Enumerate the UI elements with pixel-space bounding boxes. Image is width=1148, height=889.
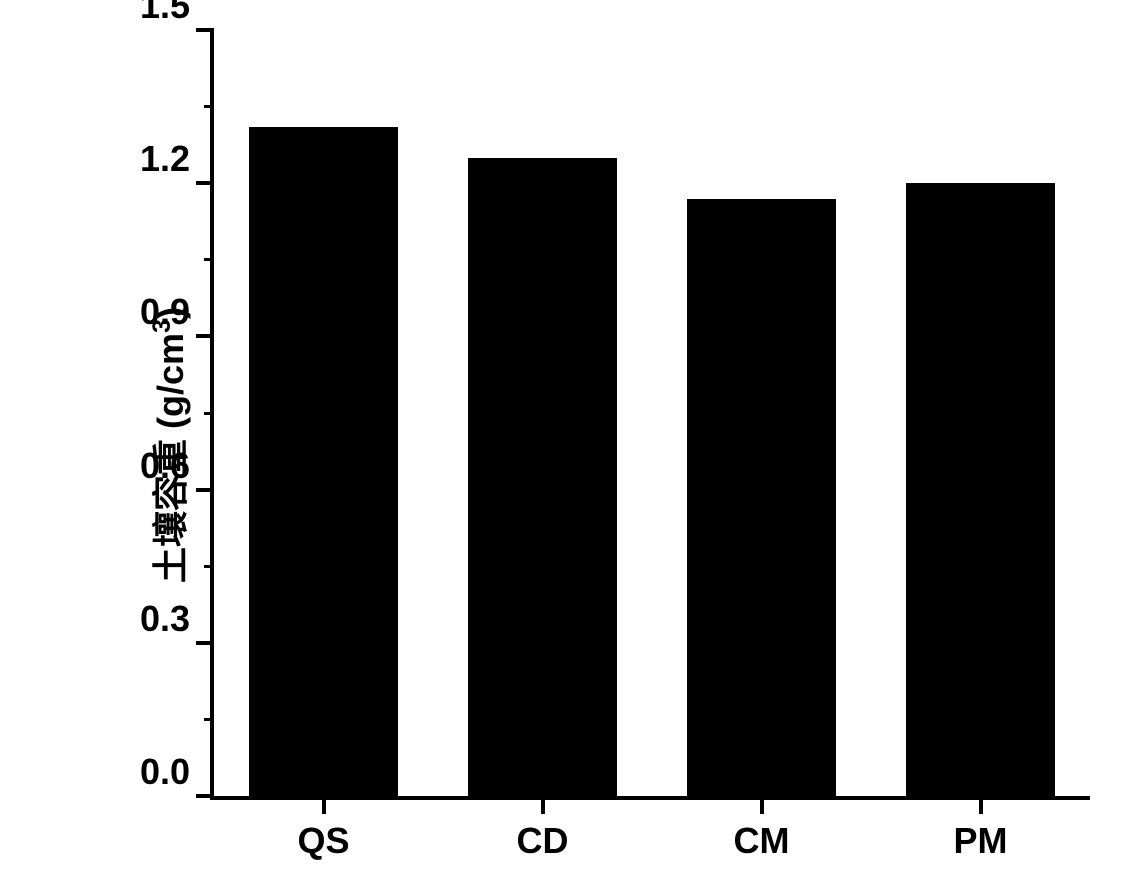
x-tick-label: QS (297, 820, 349, 862)
plot-frame: 0.00.30.60.91.21.5QSCDCMPM (210, 30, 1090, 800)
x-tick-label: CD (517, 820, 569, 862)
y-minor-tick (204, 105, 214, 108)
y-tick-label: 0.3 (140, 598, 190, 640)
y-major-tick (196, 641, 214, 645)
bar-pm (906, 183, 1055, 796)
y-minor-tick (204, 565, 214, 568)
y-major-tick (196, 334, 214, 338)
x-tick (541, 796, 545, 814)
y-minor-tick (204, 718, 214, 721)
y-major-tick (196, 28, 214, 32)
bar-cm (687, 199, 836, 796)
y-tick-label: 1.2 (140, 138, 190, 180)
y-tick-label: 0.9 (140, 291, 190, 333)
y-tick-label: 1.5 (140, 0, 190, 27)
y-tick-label: 0.6 (140, 445, 190, 487)
y-minor-tick (204, 412, 214, 415)
x-tick-label: CM (734, 820, 790, 862)
y-minor-tick (204, 258, 214, 261)
x-tick-label: PM (954, 820, 1008, 862)
bar-chart: 土壤容重 (g/cm3) 0.00.30.60.91.21.5QSCDCMPM (40, 20, 1120, 870)
plot-area: 0.00.30.60.91.21.5QSCDCMPM (210, 30, 1090, 800)
x-tick (322, 796, 326, 814)
x-tick (979, 796, 983, 814)
y-major-tick (196, 181, 214, 185)
y-tick-label: 0.0 (140, 751, 190, 793)
bar-cd (468, 158, 617, 796)
y-major-tick (196, 488, 214, 492)
y-major-tick (196, 794, 214, 798)
bar-qs (249, 127, 398, 796)
x-tick (760, 796, 764, 814)
